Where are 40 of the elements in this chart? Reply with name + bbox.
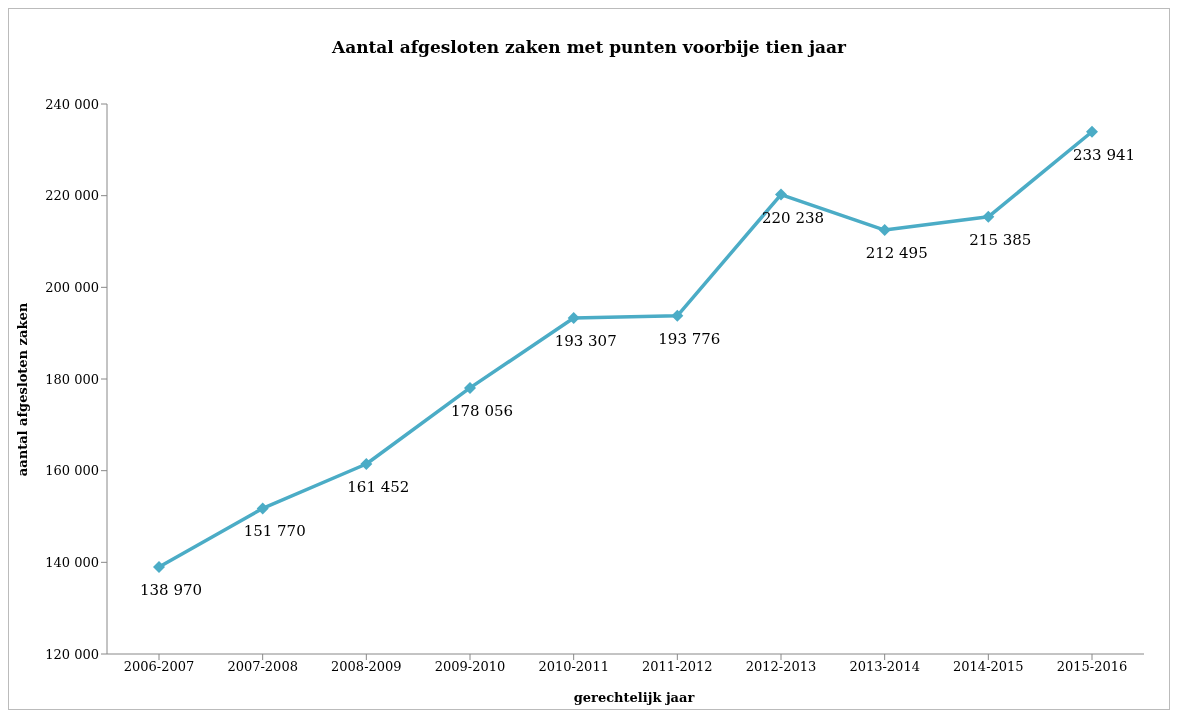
point bbox=[1086, 125, 1098, 138]
x-tick-label: 2011-2012 bbox=[642, 659, 713, 675]
point bbox=[982, 210, 995, 223]
data-label: 212 495 bbox=[865, 244, 928, 263]
x-tick-label: 2015-2016 bbox=[1056, 659, 1128, 675]
x-tick-label: 2012-2013 bbox=[745, 659, 817, 675]
x-tick-label: 2014-2015 bbox=[953, 659, 1024, 675]
data-label: 215 385 bbox=[969, 230, 1032, 249]
x-tick-label: 2010-2011 bbox=[538, 659, 609, 675]
point bbox=[775, 188, 787, 201]
point bbox=[878, 224, 891, 237]
data-label: 193 776 bbox=[658, 329, 721, 348]
x-tick-label: 2007-2008 bbox=[227, 659, 298, 675]
data-label: 220 238 bbox=[761, 208, 825, 227]
x-tick-label: 2008-2009 bbox=[331, 659, 402, 675]
data-label: 233 941 bbox=[1072, 145, 1136, 164]
y-tick-label: 220 000 bbox=[45, 188, 99, 204]
point bbox=[360, 458, 373, 471]
data-label: 151 770 bbox=[243, 522, 306, 541]
point bbox=[256, 502, 269, 515]
y-tick-label: 140 000 bbox=[45, 554, 99, 570]
y-tick-label: 180 000 bbox=[45, 371, 99, 387]
chart-title: Aantal afgesloten zaken met punten voorbije tien jaar bbox=[330, 37, 848, 57]
y-axis-title: aantal afgesloten zaken bbox=[15, 302, 31, 476]
point bbox=[464, 381, 476, 394]
y-tick-label: 200 000 bbox=[45, 279, 99, 295]
y-tick-label: 120 000 bbox=[45, 646, 99, 662]
y-tick-label: 160 000 bbox=[45, 463, 99, 479]
point bbox=[567, 312, 580, 325]
data-label: 178 056 bbox=[450, 401, 514, 420]
x-axis-title: gerechtelijk jaar bbox=[572, 690, 696, 705]
point bbox=[671, 309, 684, 322]
x-tick-label: 2006-2007 bbox=[123, 659, 195, 675]
point bbox=[153, 561, 165, 574]
data-label: 161 452 bbox=[347, 478, 410, 497]
y-tick-label: 240 000 bbox=[45, 96, 99, 112]
x-tick-label: 2013-2014 bbox=[849, 659, 920, 675]
data-label: 138 970 bbox=[139, 581, 203, 600]
x-tick-label: 2009-2010 bbox=[434, 659, 506, 675]
data-label: 193 307 bbox=[554, 332, 617, 351]
